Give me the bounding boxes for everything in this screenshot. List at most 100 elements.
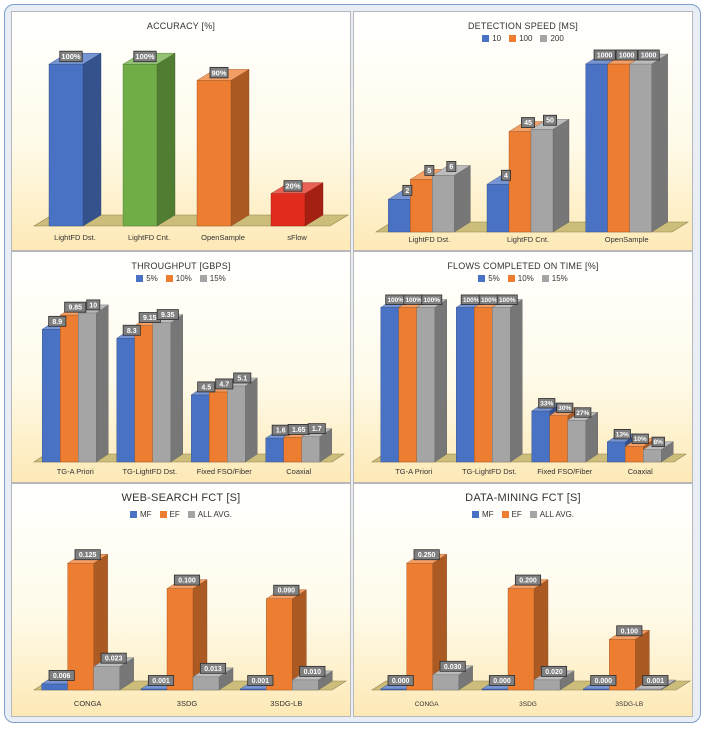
legend-label: 5%: [146, 274, 158, 283]
bar-15%: [567, 411, 599, 463]
chart-title: THROUGHPUT [GBPS]: [131, 261, 231, 271]
accuracy-panel: ACCURACY [%] LightFD Dst. LightFD Cnt. Ope…: [11, 11, 351, 251]
bar-200: [431, 165, 472, 233]
category-label: Coaxial: [628, 467, 653, 476]
legend-label: 15%: [209, 274, 226, 283]
category-label: OpenSample: [605, 235, 649, 244]
data-label: 5.1: [233, 372, 252, 384]
legend: MF EF ALL AVG.: [12, 510, 350, 520]
legend-label: MF: [481, 510, 494, 519]
detection-speed-panel: DETECTION SPEED [MS] 10 100 200 LightFD Ds…: [353, 11, 693, 251]
svg-text:0.006: 0.006: [53, 673, 71, 680]
legend: 5% 10% 15%: [354, 274, 692, 284]
web-search-fct-panel: WEB-SEARCH FCT [S] MF EF ALL AVG. CONGA 3SD…: [11, 483, 351, 717]
svg-text:8.9: 8.9: [52, 319, 62, 326]
data-mining-fct-panel: DATA-MINING FCT [S] MF EF ALL AVG. CONGA 3S…: [353, 483, 693, 717]
svg-text:0.001: 0.001: [152, 678, 170, 685]
svg-text:0.001: 0.001: [647, 678, 665, 685]
data-label: 50: [543, 114, 557, 126]
legend-item: 10%: [507, 274, 534, 283]
category-label: Fixed FSO/Fiber: [537, 467, 593, 476]
category-label: LightFD Cnt.: [128, 233, 170, 242]
legend: 10 100 200: [354, 34, 692, 44]
category-label: 3SDG: [519, 701, 537, 708]
data-label: 2: [402, 184, 413, 196]
legend-item: MF: [129, 510, 152, 519]
chart-title: DATA-MINING FCT [S]: [465, 492, 581, 504]
data-label: 0.100: [616, 625, 643, 637]
bar-EF: [265, 589, 308, 691]
data-label: 0.000: [488, 675, 516, 686]
chart-title: DETECTION SPEED [MS]: [467, 21, 578, 31]
bar-15%: [152, 314, 184, 463]
category-label: sFlow: [287, 233, 307, 242]
legend-swatch: [471, 511, 479, 518]
svg-text:0.200: 0.200: [519, 578, 537, 585]
legend-swatch: [159, 511, 167, 518]
category-label: 3SDG-LB: [270, 699, 302, 708]
data-label: 20%: [283, 180, 303, 192]
data-label: 8.9: [48, 315, 67, 327]
data-label: 0.000: [590, 675, 617, 686]
category-label: LightFD Cnt.: [507, 235, 549, 244]
legend: 5% 10% 15%: [12, 274, 350, 284]
svg-text:6: 6: [449, 164, 453, 171]
svg-text:27%: 27%: [576, 410, 589, 417]
category-label: TG-LightFD Dst.: [122, 467, 177, 476]
data-label: 1000: [615, 49, 638, 61]
category-label: OpenSample: [201, 233, 245, 242]
data-label: 0.030: [439, 660, 466, 672]
legend-label: EF: [511, 510, 522, 519]
svg-text:0.125: 0.125: [79, 552, 97, 559]
svg-text:1000: 1000: [641, 53, 657, 60]
data-label: 0.001: [247, 675, 274, 686]
bar-OpenSample: [196, 69, 250, 227]
bar-15%: [226, 377, 258, 463]
svg-text:0.013: 0.013: [204, 666, 222, 673]
svg-text:0.100: 0.100: [178, 578, 196, 585]
svg-text:0.100: 0.100: [621, 628, 639, 635]
accuracy-chart: LightFD Dst. LightFD Cnt. OpenSample sFlow 1…: [32, 50, 350, 242]
data-label: 1.7: [307, 423, 326, 435]
legend-swatch: [507, 275, 515, 282]
legend-label: 10%: [517, 274, 534, 283]
svg-text:9.35: 9.35: [161, 312, 175, 319]
data-label: 1000: [637, 49, 660, 61]
bar-LightFD Cnt.: [122, 52, 176, 227]
svg-text:90%: 90%: [211, 68, 226, 77]
svg-text:0.010: 0.010: [304, 669, 322, 676]
data-label: 10: [86, 299, 101, 311]
svg-text:100%: 100%: [405, 297, 422, 304]
svg-text:8.3: 8.3: [127, 328, 137, 335]
category-label: Fixed FSO/Fiber: [197, 467, 253, 476]
data-label: 100%: [478, 294, 500, 305]
svg-text:0.000: 0.000: [493, 678, 511, 685]
svg-text:9.15: 9.15: [143, 315, 157, 322]
flows-completed-chart: TG-A Priori TG-LightFD Dst. Fixed FSO/Fibe…: [371, 294, 687, 476]
legend-swatch: [529, 511, 537, 518]
data-label: 0.090: [273, 584, 300, 596]
svg-text:100%: 100%: [463, 297, 480, 304]
svg-text:100%: 100%: [499, 297, 516, 304]
svg-text:0.000: 0.000: [595, 678, 613, 685]
bar-15%: [77, 304, 109, 463]
bar-200: [628, 53, 669, 233]
data-label: 9.35: [156, 309, 179, 320]
bar-sFlow: [270, 182, 324, 227]
legend-item: EF: [159, 510, 180, 519]
legend-label: ALL AVG.: [539, 510, 575, 519]
svg-text:10: 10: [89, 302, 97, 309]
bar-15%: [491, 299, 523, 463]
legend-item: 10%: [165, 274, 192, 283]
svg-text:100%: 100%: [423, 297, 440, 304]
bar-200: [530, 118, 570, 233]
data-label: 27%: [574, 407, 592, 418]
throughput-chart: TG-A Priori TG-LightFD Dst. Fixed FSO/Fibe…: [33, 299, 345, 476]
category-label: CONGA: [74, 699, 102, 708]
data-label: 90%: [209, 66, 229, 79]
data-label: 4.7: [215, 378, 234, 390]
data-label: 0.006: [48, 670, 75, 681]
data-label: 0.125: [74, 549, 101, 561]
svg-text:20%: 20%: [285, 182, 300, 191]
data-label: 1.6: [271, 424, 290, 436]
